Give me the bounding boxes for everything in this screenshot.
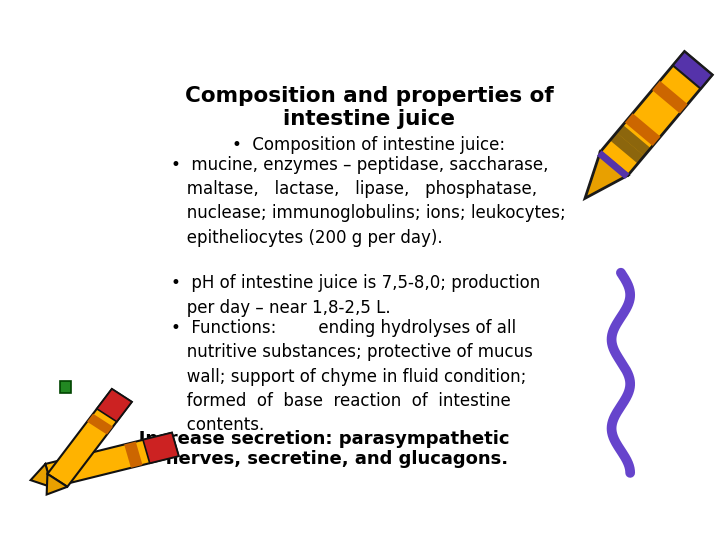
Polygon shape	[143, 433, 179, 463]
Polygon shape	[48, 389, 132, 487]
Polygon shape	[597, 150, 629, 179]
Polygon shape	[616, 125, 651, 156]
Polygon shape	[625, 113, 660, 146]
Polygon shape	[672, 51, 712, 89]
Text: •  mucine, enzymes – peptidase, saccharase,
   maltase,   lactase,   lipase,   p: • mucine, enzymes – peptidase, saccharas…	[171, 156, 566, 247]
Polygon shape	[60, 381, 71, 393]
Text: intestine juice: intestine juice	[283, 110, 455, 130]
Polygon shape	[31, 464, 52, 487]
Text: nerves, secretine, and glucagons.: nerves, secretine, and glucagons.	[122, 450, 508, 468]
Text: •  pH of intestine juice is 7,5-8,0; production
   per day – near 1,8-2,5 L.: • pH of intestine juice is 7,5-8,0; prod…	[171, 274, 541, 316]
Polygon shape	[585, 152, 628, 198]
Polygon shape	[600, 51, 712, 175]
Text: •  Functions:        ending hydrolyses of all
   nutritive substances; protectiv: • Functions: ending hydrolyses of all nu…	[171, 319, 534, 434]
Polygon shape	[610, 133, 644, 164]
Polygon shape	[87, 414, 113, 435]
Text: Composition and properties of: Composition and properties of	[184, 86, 554, 106]
Polygon shape	[124, 442, 143, 468]
Text: •  Composition of intestine juice:: • Composition of intestine juice:	[233, 136, 505, 154]
Polygon shape	[96, 389, 132, 422]
Polygon shape	[45, 433, 179, 487]
Text: Increase secretion: parasympathetic: Increase secretion: parasympathetic	[120, 430, 510, 448]
Polygon shape	[47, 474, 68, 495]
Polygon shape	[652, 81, 688, 113]
